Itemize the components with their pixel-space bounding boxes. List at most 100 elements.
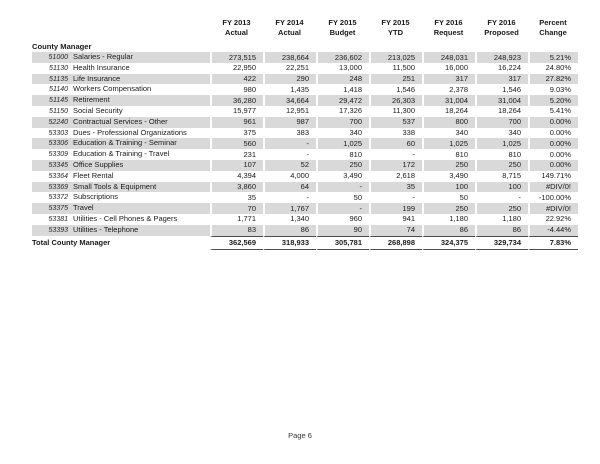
value-cell: 1,771 bbox=[210, 213, 263, 225]
value-cell: 22.92% bbox=[528, 213, 578, 225]
value-cell: 250 bbox=[422, 159, 475, 171]
value-cell: 941 bbox=[369, 213, 422, 225]
value-cell: - bbox=[316, 203, 369, 214]
account-code: 53309 bbox=[48, 151, 68, 159]
account-label-cell: 52240 Contractual Services - Other bbox=[32, 116, 210, 128]
value-cell: 1,418 bbox=[316, 84, 369, 96]
account-code: 51150 bbox=[49, 107, 68, 115]
value-cell: - bbox=[369, 192, 422, 204]
value-cell: 5.41% bbox=[528, 105, 578, 117]
value-cell: 250 bbox=[475, 203, 528, 214]
account-code: 53306 bbox=[48, 140, 68, 148]
value-cell: - bbox=[316, 181, 369, 193]
account-name: Fleet Rental bbox=[73, 170, 114, 180]
account-label-cell: 53372 Subscriptions bbox=[32, 192, 210, 203]
value-cell: #DIV/0! bbox=[528, 203, 578, 214]
value-cell: 52 bbox=[263, 159, 316, 171]
value-cell: 64 bbox=[263, 181, 316, 193]
column-header-line2: Actual bbox=[278, 27, 301, 37]
account-label-cell: 53306 Education & Training - Seminar bbox=[32, 138, 210, 150]
value-cell: 172 bbox=[369, 159, 422, 171]
column-header: Percent Change bbox=[528, 18, 578, 41]
value-cell: 340 bbox=[422, 127, 475, 139]
value-cell: 60 bbox=[369, 138, 422, 150]
column-header: FY 2013 Actual bbox=[210, 18, 263, 41]
value-cell: 250 bbox=[475, 159, 528, 171]
value-cell: #DIV/0! bbox=[528, 181, 578, 193]
value-cell: 290 bbox=[263, 73, 316, 85]
column-header-line2: YTD bbox=[388, 27, 403, 37]
value-cell: 35 bbox=[210, 192, 263, 204]
group-section: County Manager bbox=[32, 41, 578, 52]
total-value-cell: 7.83% bbox=[528, 235, 578, 250]
column-header-line1: FY 2015 bbox=[328, 18, 357, 27]
budget-table: FY 2013 Actual FY 2014 Actual FY 2015 Bu… bbox=[32, 18, 578, 250]
value-cell: 960 bbox=[316, 213, 369, 225]
value-cell: -100.00% bbox=[528, 192, 578, 204]
value-cell: 248,031 bbox=[422, 52, 475, 63]
account-label-cell: 51150 Social Security bbox=[32, 106, 210, 117]
value-cell: 1,546 bbox=[475, 84, 528, 96]
value-cell: 340 bbox=[475, 127, 528, 139]
account-label-cell: 53309 Education & Training - Travel bbox=[32, 149, 210, 160]
value-cell: 1,025 bbox=[422, 138, 475, 150]
account-name: Health Insurance bbox=[73, 62, 130, 72]
value-cell: 29,472 bbox=[316, 95, 369, 106]
account-code: 53345 bbox=[48, 161, 68, 169]
value-cell: 537 bbox=[369, 116, 422, 128]
value-cell: 16,224 bbox=[475, 62, 528, 74]
table-row: 53306 Education & Training - Seminar 560 … bbox=[32, 138, 578, 150]
total-label: Total County Manager bbox=[32, 237, 111, 247]
value-cell: 980 bbox=[210, 84, 263, 96]
account-name: Subscriptions bbox=[73, 192, 119, 202]
table-header: FY 2013 Actual FY 2014 Actual FY 2015 Bu… bbox=[32, 18, 578, 41]
column-header: FY 2015 Budget bbox=[316, 18, 369, 41]
account-label-cell: 51130 Health Insurance bbox=[32, 63, 210, 74]
page-number: Page 6 bbox=[288, 431, 312, 440]
column-header-line2: Actual bbox=[225, 27, 248, 37]
value-cell: 800 bbox=[422, 116, 475, 128]
value-cell: 1,180 bbox=[422, 213, 475, 225]
value-cell: - bbox=[263, 192, 316, 204]
value-cell: 1,767 bbox=[263, 203, 316, 214]
value-cell: 50 bbox=[422, 192, 475, 204]
value-cell: 34,664 bbox=[263, 95, 316, 106]
column-header-line1: FY 2014 bbox=[275, 18, 304, 27]
table-row: 53393 Utilities - Telephone 83 86 90 74 8… bbox=[32, 224, 578, 236]
value-cell: 251 bbox=[369, 73, 422, 85]
account-name: Contractual Services - Other bbox=[73, 116, 168, 126]
value-cell: 422 bbox=[210, 73, 263, 85]
value-cell: 700 bbox=[316, 116, 369, 128]
account-name: Salaries - Regular bbox=[73, 52, 134, 61]
total-value-cell: 305,781 bbox=[316, 235, 369, 250]
value-cell: 199 bbox=[369, 203, 422, 214]
table-row: 51135 Life Insurance 422 290 248 251 317 … bbox=[32, 73, 578, 85]
account-code: 51130 bbox=[49, 64, 68, 72]
column-header-line2: Request bbox=[433, 27, 464, 37]
account-label-cell: 53375 Travel bbox=[32, 203, 210, 214]
total-value-cell: 268,898 bbox=[369, 235, 422, 250]
total-value-cell: 329,734 bbox=[475, 235, 528, 250]
value-cell: 17,326 bbox=[316, 105, 369, 117]
value-cell: 3,490 bbox=[316, 170, 369, 182]
total-value-cell: 318,933 bbox=[263, 235, 316, 250]
account-code: 53303 bbox=[48, 129, 68, 137]
account-code: 51140 bbox=[49, 86, 68, 94]
group-label: County Manager bbox=[32, 42, 92, 51]
account-name: Utilities - Telephone bbox=[73, 224, 139, 234]
value-cell: 74 bbox=[369, 224, 422, 236]
value-cell: 810 bbox=[475, 149, 528, 160]
account-name: Dues - Professional Organizations bbox=[73, 127, 187, 137]
header-row: FY 2013 Actual FY 2014 Actual FY 2015 Bu… bbox=[32, 18, 578, 41]
account-name: Retirement bbox=[73, 95, 110, 105]
value-cell: 5.21% bbox=[528, 52, 578, 63]
value-cell: 0.00% bbox=[528, 159, 578, 171]
account-name: Utilities - Cell Phones & Pagers bbox=[73, 213, 178, 223]
column-header-line1: FY 2016 bbox=[434, 18, 463, 27]
value-cell: 0.00% bbox=[528, 116, 578, 128]
value-cell: 26,303 bbox=[369, 95, 422, 106]
account-label-cell: 51135 Life Insurance bbox=[32, 73, 210, 85]
value-cell: 9.03% bbox=[528, 84, 578, 96]
total-section: Total County Manager 362,569 318,933 305… bbox=[32, 235, 578, 250]
